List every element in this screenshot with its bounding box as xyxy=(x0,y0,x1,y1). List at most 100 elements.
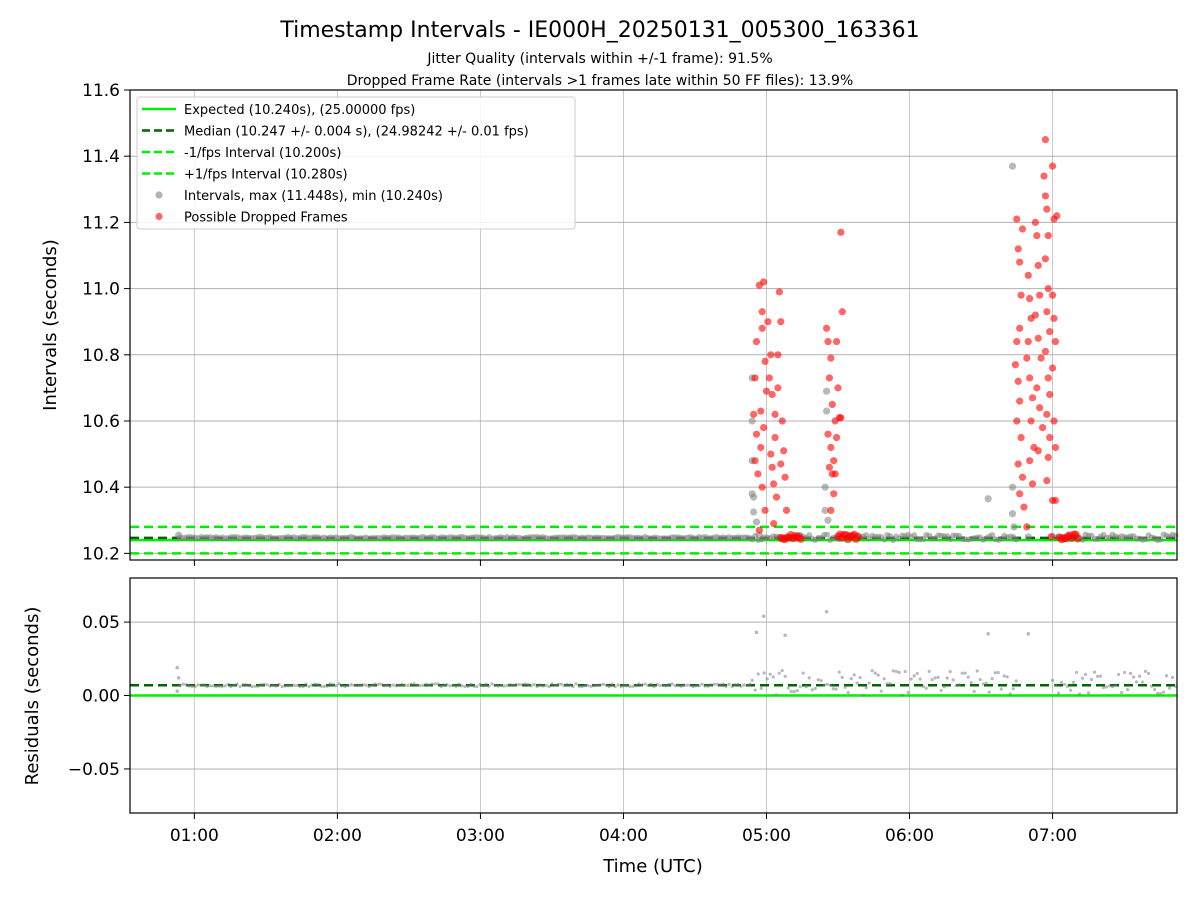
legend-label-0: Expected (10.240s), (25.00000 fps) xyxy=(184,103,415,118)
intervals-dropped-frames-point-4 xyxy=(757,407,765,415)
residuals-intervals-band-point xyxy=(400,682,404,686)
residuals-intervals-band-point xyxy=(520,683,524,687)
intervals-intervals-point-11 xyxy=(822,407,831,415)
residuals-intervals-band-point xyxy=(972,689,976,694)
residuals-intervals-band-point xyxy=(1125,688,1130,692)
residuals-intervals-band-point xyxy=(430,682,434,686)
residuals-intervals-band-point xyxy=(262,682,266,686)
intervals-dropped-frames-point-108 xyxy=(1044,374,1052,382)
residuals-intervals-band-point xyxy=(298,684,302,689)
residuals-intervals-band-point xyxy=(849,677,853,681)
intervals-dropped-frames-point-85 xyxy=(1026,457,1034,465)
residuals-intervals-band-point xyxy=(547,684,551,689)
residuals-intervals-band-point xyxy=(822,683,826,687)
intervals-dropped-frames-point-14 xyxy=(761,506,769,514)
residuals-intervals-band-point xyxy=(442,683,446,687)
residuals-y-axis-label: Residuals (seconds) xyxy=(22,607,43,786)
residuals-intervals-band-point xyxy=(610,682,614,686)
residuals-intervals-band-point xyxy=(376,682,380,687)
residuals-intervals-band-point xyxy=(748,682,752,686)
residuals-intervals-band-point xyxy=(954,684,958,688)
intervals-dropped-frames-point-8 xyxy=(758,324,766,332)
intervals-dropped-frames-point-28 xyxy=(778,417,786,425)
residuals-intervals-band-point xyxy=(990,677,994,681)
residuals-intervals-band-point xyxy=(1098,674,1103,678)
intervals-dropped-frames-point-96 xyxy=(1038,424,1047,432)
residuals-intervals-band-point xyxy=(586,683,590,688)
intervals-dropped-frames-point-61 xyxy=(1016,258,1024,266)
intervals-dropped-frames-point-38 xyxy=(822,324,831,332)
intervals-dropped-frames-point-10 xyxy=(762,387,771,395)
residuals-intervals-band-point xyxy=(229,684,233,688)
legend-swatch-4 xyxy=(155,191,163,199)
residuals-intervals-band-point xyxy=(661,683,665,687)
residuals-intervals-band-point xyxy=(780,668,784,673)
intervals-dropped-frames-point-72 xyxy=(1018,473,1027,481)
residuals-intervals-band-point xyxy=(870,669,874,673)
intervals-dropped-frames-point-75 xyxy=(1023,523,1031,531)
residuals-intervals-band-point xyxy=(508,682,512,687)
residuals-intervals-band-point xyxy=(1110,684,1115,689)
residuals-intervals-band-point xyxy=(1014,679,1018,683)
intervals-ytick-label-5: 11.2 xyxy=(82,213,120,233)
residuals-intervals-band-point xyxy=(310,683,314,687)
residuals-intervals-band-point xyxy=(319,684,323,688)
residuals-intervals-band-point xyxy=(625,684,629,688)
residuals-intervals-band-point xyxy=(900,693,904,697)
intervals-dropped-frames-point-123 xyxy=(1047,533,1055,541)
intervals-dropped-frames-point-63 xyxy=(1017,291,1025,299)
residuals-intervals-band-point xyxy=(798,685,802,689)
residuals-intervals-band-point xyxy=(487,684,491,688)
residuals-intervals-band-point xyxy=(843,685,847,689)
intervals-dropped-frames-point-120 xyxy=(1050,417,1058,425)
residuals-intervals-band-point xyxy=(739,684,743,688)
intervals-dropped-frames-point-82 xyxy=(1028,394,1037,402)
residuals-data xyxy=(130,609,1178,697)
residuals-intervals-band-point xyxy=(706,684,710,688)
residuals-intervals-band-point xyxy=(819,679,823,683)
intervals-ytick-label-2: 10.6 xyxy=(82,412,120,432)
residuals-intervals-band-point xyxy=(412,682,416,686)
residuals-intervals-point-4 xyxy=(761,614,766,618)
residuals-intervals-band-point xyxy=(178,683,182,688)
intervals-dropped-frames-point-109 xyxy=(1046,390,1054,399)
residuals-intervals-band-point xyxy=(804,685,808,689)
intervals-intervals-band-point xyxy=(1013,536,1020,543)
intervals-dropped-frames-point-107 xyxy=(1041,347,1050,356)
residuals-intervals-band-point xyxy=(301,684,305,689)
x-tick-label-4: 05:00 xyxy=(742,826,791,846)
residuals-intervals-band-point xyxy=(529,684,533,688)
residuals-intervals-band-point xyxy=(553,683,557,687)
residuals-intervals-band-point xyxy=(460,684,464,688)
residuals-intervals-band-point xyxy=(472,684,476,688)
residuals-intervals-band-point xyxy=(223,684,227,688)
intervals-dropped-frames-point-33 xyxy=(750,410,758,418)
intervals-intervals-band-point xyxy=(881,536,888,543)
intervals-intervals-point-17 xyxy=(1008,510,1017,518)
x-tick-label-2: 03:00 xyxy=(456,826,505,846)
intervals-dropped-frames-point-23 xyxy=(772,493,781,501)
residuals-intervals-band-point xyxy=(226,682,230,686)
intervals-dropped-frames-point-71 xyxy=(1014,460,1022,468)
residuals-intervals-band-point xyxy=(801,671,805,675)
residuals-intervals-band-point xyxy=(211,684,215,688)
residuals-intervals-band-point xyxy=(631,684,635,688)
residuals-intervals-band-point xyxy=(253,684,257,688)
residuals-intervals-band-point xyxy=(613,685,617,689)
residuals-intervals-band-point xyxy=(771,675,775,679)
residuals-intervals-band-point xyxy=(897,670,901,675)
intervals-dropped-frames-point-70 xyxy=(1017,433,1025,442)
residuals-intervals-band-point xyxy=(373,682,377,686)
intervals-intervals-point-16 xyxy=(1008,483,1017,491)
residuals-intervals-band-point xyxy=(993,671,997,675)
residuals-intervals-band-point xyxy=(703,684,707,688)
residuals-intervals-point-1 xyxy=(176,676,181,680)
residuals-intervals-band-point xyxy=(247,683,251,688)
intervals-plot-frame xyxy=(129,89,1178,561)
intervals-dropped-frames-point-104 xyxy=(1044,284,1052,293)
residuals-intervals-band-point xyxy=(448,684,452,688)
residuals-intervals-band-point xyxy=(271,683,275,687)
intervals-dropped-frames-point-43 xyxy=(824,430,832,438)
intervals-dropped-frames-point-77 xyxy=(1026,294,1034,303)
intervals-dropped-frames-point-50 xyxy=(834,384,842,392)
